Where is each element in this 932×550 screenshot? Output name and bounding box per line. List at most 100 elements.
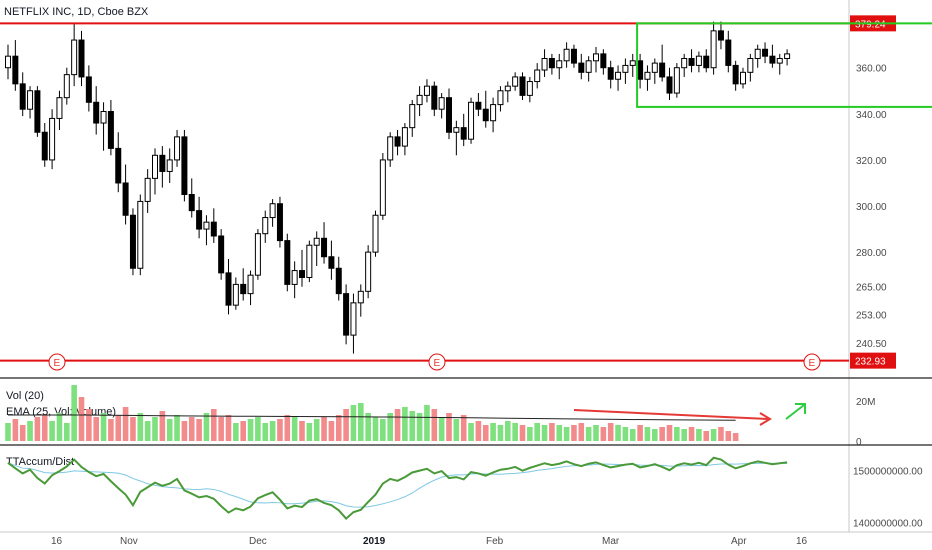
volume-bar-23 [174, 415, 180, 441]
candle-body-101 [747, 57, 754, 73]
volume-bar-87 [644, 427, 651, 441]
candle-body-20 [152, 154, 158, 179]
candle-body-32 [240, 283, 247, 295]
price-tick-label-1: 340.00 [856, 110, 887, 121]
volume-bars [5, 385, 739, 441]
volume-bar-3 [27, 421, 33, 441]
candle-body-30 [225, 272, 232, 306]
volume-bar-98 [725, 431, 732, 441]
candle-body-60 [446, 97, 452, 133]
candle-body-44 [328, 256, 335, 269]
volume-bar-44 [328, 421, 335, 441]
candle-body-100 [740, 71, 746, 85]
price-tick-label-3: 300.00 [856, 202, 887, 213]
level-badge-label-1: 232.93 [855, 357, 886, 368]
volume-bar-36 [269, 421, 276, 441]
earnings-marker-0 [48, 353, 66, 371]
candle-body-14 [107, 111, 114, 149]
candle-body-42 [313, 237, 320, 246]
volume-bar-66 [490, 423, 496, 441]
candle-body-40 [299, 270, 305, 278]
volume-bar-99 [732, 433, 739, 441]
candle-body-0 [5, 55, 11, 69]
volume-bar-68 [505, 421, 511, 441]
volume-bar-93 [688, 427, 695, 441]
volume-bar-6 [49, 421, 55, 441]
volume-bar-70 [519, 425, 526, 441]
volume-bar-57 [424, 405, 430, 441]
volume-bar-76 [563, 427, 570, 441]
price-tick-label-6: 253.00 [856, 310, 887, 321]
candle-body-21 [159, 154, 166, 172]
volume-bar-73 [541, 425, 548, 441]
candle-body-10 [78, 39, 85, 78]
candle-body-97 [717, 30, 724, 41]
date-label-3: 2019 [363, 536, 386, 547]
ttaccum-pane-label: TTAccum/Dist [6, 456, 74, 468]
volume-bar-17 [130, 417, 136, 441]
volume-bar-41 [306, 423, 313, 441]
candle-body-73 [541, 57, 548, 71]
candle-body-66 [490, 104, 497, 122]
volume-bar-16 [122, 407, 129, 441]
ttaccum-axis: 1500000000.00 1400000000.00 [853, 467, 923, 530]
candle-body-5 [41, 131, 48, 161]
candle-body-86 [637, 60, 644, 80]
candle-body-15 [115, 147, 122, 184]
ttaccum-lines [7, 456, 788, 520]
volume-bar-37 [277, 419, 283, 441]
candle-body-88 [651, 62, 658, 73]
candle-body-23 [174, 136, 181, 161]
volume-bar-11 [86, 409, 92, 441]
level-badge-label-0: 379.24 [855, 19, 886, 30]
date-label-4: Feb [486, 536, 504, 547]
candle-body-12 [93, 101, 100, 124]
volume-bar-21 [159, 411, 166, 441]
annotation-arrows[interactable] [573, 403, 806, 426]
candle-body-11 [85, 76, 92, 103]
volume-tick-label-0: 20M [856, 397, 875, 408]
candle-body-91 [673, 67, 680, 94]
volume-bar-60 [446, 413, 452, 441]
candle-body-69 [512, 76, 519, 87]
volume-bar-24 [181, 421, 188, 441]
volume-bar-74 [549, 423, 555, 441]
candle-body-47 [350, 302, 357, 336]
volume-bar-67 [497, 425, 504, 441]
volume-bar-22 [166, 419, 173, 441]
candle-body-13 [100, 111, 107, 124]
candle-body-94 [695, 55, 702, 66]
consolidation-box[interactable] [636, 22, 932, 108]
volume-bar-53 [394, 409, 401, 441]
candle-body-46 [343, 293, 350, 336]
candle-body-43 [321, 237, 328, 258]
chart-title: NETFLIX INC, 1D, Cboe BZX [4, 6, 149, 18]
candle-body-39 [291, 270, 298, 285]
candle-body-50 [372, 214, 379, 253]
volume-bar-92 [681, 429, 687, 441]
downtrend-arrow-line [573, 409, 769, 420]
candle-body-16 [122, 182, 129, 216]
candle-body-90 [666, 76, 673, 94]
volume-bar-80 [593, 425, 599, 441]
earnings-marker-2 [803, 353, 821, 371]
volume-bar-2 [19, 425, 26, 441]
volume-bar-69 [512, 423, 518, 441]
volume-bar-31 [233, 423, 239, 441]
candle-body-27 [203, 221, 210, 230]
candle-body-48 [357, 290, 364, 304]
volume-bar-46 [343, 409, 349, 441]
volume-bar-82 [607, 423, 614, 441]
candle-body-4 [34, 90, 41, 133]
candle-body-68 [504, 85, 511, 92]
uptrend-arrow-head [795, 403, 806, 414]
candle-body-8 [63, 74, 70, 99]
horizontal-levels[interactable]: 379.24 232.93 [0, 15, 896, 369]
volume-bar-56 [416, 413, 423, 441]
price-tick-label-5: 265.00 [856, 283, 887, 294]
volume-bar-85 [629, 429, 636, 441]
volume-bar-32 [240, 421, 246, 441]
ttaccum-tick-label-1: 1400000000.00 [853, 518, 923, 529]
